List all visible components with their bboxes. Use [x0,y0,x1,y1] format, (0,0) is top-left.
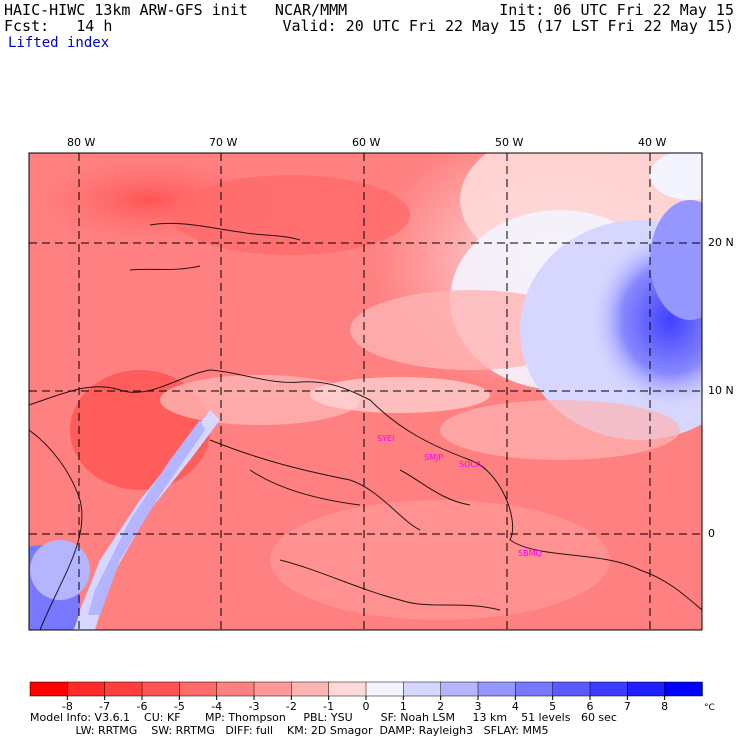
colorbar-swatch [627,681,666,697]
colorbar-tick-label: 2 [437,700,444,713]
colorbar-tick-label: -6 [137,700,148,713]
lat-label-10n: 10 N [708,384,734,397]
lon-label-70w: 70 W [209,136,238,149]
colorbar: -8 -7 -6 -5 -4 -3 -2 -1 0 1 2 3 4 5 6 7 8 °C [29,681,715,713]
map-field [29,153,702,630]
colorbar-swatch [365,681,405,697]
lon-label-80w: 80 W [67,136,96,149]
colorbar-swatch [291,681,330,697]
colorbar-swatch [141,681,181,697]
colorbar-swatch [477,681,517,697]
forecast-hour: Fcst: 14 h [4,17,113,35]
lat-label-20n: 20 N [708,236,734,249]
lon-label-40w: 40 W [638,136,667,149]
colorbar-tick-label: -8 [62,700,73,713]
colorbar-swatch [67,681,106,697]
colorbar-tick-label: 5 [549,700,556,713]
colorbar-swatch [29,681,69,697]
stations: SYEI SMJP SOCA SBMQ [377,434,542,558]
colorbar-tick-label: 0 [363,700,370,713]
colorbar-swatch [216,681,255,697]
colorbar-tick-label: -2 [286,700,297,713]
field-name: Lifted index [8,35,110,51]
colorbar-tick-label: -7 [99,700,110,713]
colorbar-swatch [589,681,629,697]
lon-label-60w: 60 W [352,136,381,149]
colorbar-tick-label: -5 [174,700,185,713]
colorbar-tick-label: -1 [323,700,334,713]
colorbar-swatch [403,681,442,697]
station-syei: SYEI [377,434,394,443]
station-sbmq: SBMQ [518,549,542,558]
colorbar-swatch [104,681,143,697]
colorbar-swatch [328,681,367,697]
colorbar-swatch [440,681,479,697]
init-time: Init: 06 UTC Fri 22 May 15 [499,1,734,19]
lon-label-50w: 50 W [495,136,524,149]
colorbar-tick-label: 6 [587,700,594,713]
colorbar-swatch [664,681,703,697]
colorbar-unit: °C [704,703,715,713]
colorbar-tick-label: 7 [624,700,631,713]
model-info-line2: LW: RRTMG SW: RRTMG DIFF: full KM: 2D Sm… [30,724,549,737]
model-title: HAIC-HIWC 13km ARW-GFS init NCAR/MMM [4,1,348,19]
colorbar-tick-label: 4 [512,700,519,713]
station-soca: SOCA [459,460,482,469]
graticule [29,153,702,630]
colorbar-swatch [515,681,554,697]
colorbar-tick-label: 8 [661,700,668,713]
valid-time: Valid: 20 UTC Fri 22 May 15 (17 LST Fri … [282,17,734,35]
model-info-line1: Model Info: V3.6.1 CU: KF MP: Thompson P… [30,711,617,724]
colorbar-swatch [552,681,591,697]
lat-label-0: 0 [708,527,715,540]
colorbar-swatch [253,681,293,697]
colorbar-tick-label: -4 [211,700,222,713]
colorbar-tick-label: 3 [475,700,482,713]
colorbar-tick-label: 1 [400,700,407,713]
colorbar-tick-label: -3 [249,700,260,713]
station-smjp: SMJP [424,453,443,462]
colorbar-swatch [179,681,218,697]
